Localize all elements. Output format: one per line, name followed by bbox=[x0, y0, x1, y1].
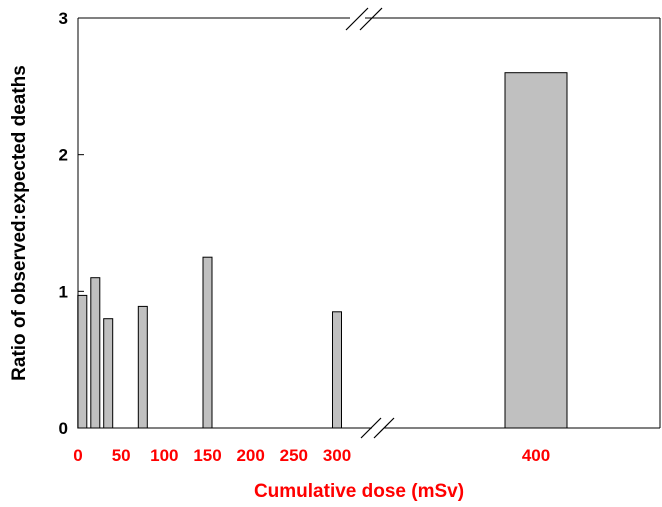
x-tick-label-200: 200 bbox=[236, 446, 264, 465]
bar-dose-150 bbox=[202, 256, 213, 429]
bar-dose-400 bbox=[504, 72, 568, 429]
y-axis-label: Ratio of observed:expected deaths bbox=[9, 65, 30, 381]
bar-dose-300 bbox=[332, 311, 342, 429]
x-tick-label-300: 300 bbox=[323, 446, 351, 465]
axis-break-bottom bbox=[360, 417, 395, 439]
x-axis-label: Cumulative dose (mSv) bbox=[254, 481, 464, 502]
x-tick-label-100: 100 bbox=[150, 446, 178, 465]
x-tick-label-50: 50 bbox=[112, 446, 131, 465]
y-tick-label-0: 0 bbox=[59, 419, 68, 438]
x-tick-label-0: 0 bbox=[73, 446, 82, 465]
x-tick-label-250: 250 bbox=[280, 446, 308, 465]
bar-dose-20 bbox=[90, 277, 101, 429]
axis-break-top bbox=[345, 7, 383, 31]
x-ticks: 0 50 100 150 200 250 300 400 bbox=[73, 446, 550, 465]
y-tick-label-2: 2 bbox=[59, 146, 68, 165]
bar-dose-75 bbox=[137, 305, 148, 429]
x-tick-label-150: 150 bbox=[193, 446, 221, 465]
x-tick-label-400: 400 bbox=[522, 446, 550, 465]
bar-dose-5 bbox=[77, 294, 88, 429]
y-tick-label-3: 3 bbox=[59, 9, 68, 28]
y-ticks: 0 1 2 3 bbox=[59, 9, 84, 438]
bar-dose-35 bbox=[103, 318, 114, 429]
y-tick-label-1: 1 bbox=[59, 282, 68, 301]
bars-layer bbox=[77, 72, 568, 429]
